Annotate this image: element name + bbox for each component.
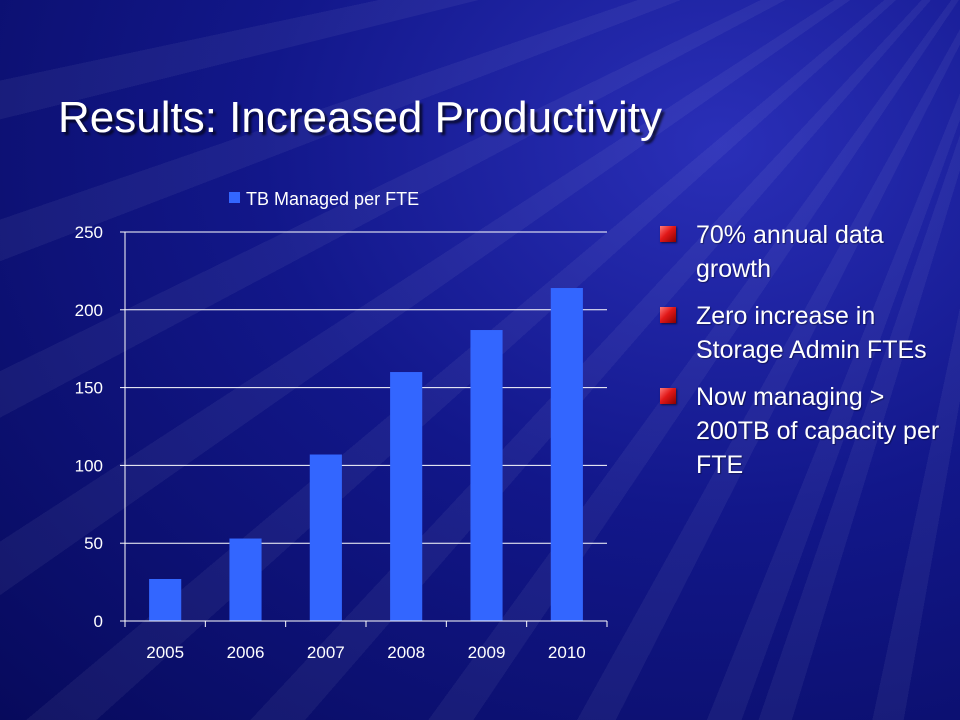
bar: [229, 538, 262, 621]
bullet-square-icon: [660, 307, 676, 323]
y-tick-label: 250: [75, 223, 103, 242]
x-tick-label: 2010: [548, 643, 586, 662]
slide-title: Results: Increased Productivity: [58, 93, 663, 142]
x-tick-label: 2006: [227, 643, 265, 662]
bullet-text: Zero increase in Storage Admin FTEs: [696, 302, 927, 364]
x-tick-label: 2008: [387, 643, 425, 662]
bullet-list: 70% annual data growth Zero increase in …: [660, 218, 950, 495]
y-tick-label: 200: [75, 301, 103, 320]
bullet-item: Zero increase in Storage Admin FTEs: [660, 299, 950, 367]
bar: [390, 372, 423, 621]
gridlines: [125, 231, 607, 544]
y-tick-label: 150: [75, 379, 103, 398]
bar: [470, 330, 503, 621]
bullet-text: 70% annual data growth: [696, 221, 884, 283]
x-tick-label: 2009: [468, 643, 506, 662]
x-tick-label: 2005: [146, 643, 184, 662]
legend-swatch: [229, 192, 240, 203]
legend: TB Managed per FTE: [229, 189, 419, 209]
bullet-square-icon: [660, 388, 676, 404]
legend-label: TB Managed per FTE: [246, 189, 419, 209]
y-tick-label: 50: [84, 534, 103, 553]
bullet-item: 70% annual data growth: [660, 218, 950, 286]
bars: [149, 288, 583, 621]
x-tick-label: 2007: [307, 643, 345, 662]
bullet-square-icon: [660, 226, 676, 242]
bar: [149, 578, 182, 621]
axes: 0 50 100 150 200 250 2005 2006 2007 2008 2009 2010: [75, 223, 608, 662]
bullet-item: Now managing > 200TB of capacity per FTE: [660, 380, 950, 482]
y-tick-label: 100: [75, 456, 103, 475]
y-tick-label: 0: [94, 612, 103, 631]
bar: [550, 288, 583, 621]
bullet-text: Now managing > 200TB of capacity per FTE: [696, 383, 940, 479]
bar: [309, 454, 342, 621]
